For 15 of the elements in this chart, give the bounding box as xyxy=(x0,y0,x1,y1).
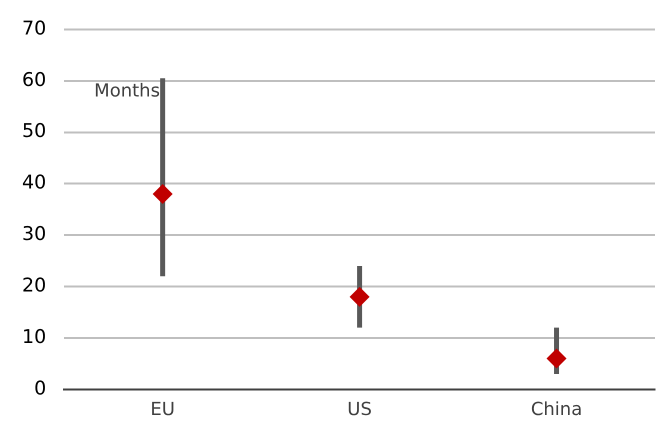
y-tick-label: 60 xyxy=(22,68,46,91)
point xyxy=(152,184,173,204)
y-tick-label: 70 xyxy=(22,17,46,40)
y-tick-label: 20 xyxy=(22,274,46,296)
point xyxy=(546,348,567,369)
y-tick-label: 40 xyxy=(22,172,46,194)
x-tick-label: China xyxy=(530,398,582,420)
y-tick-label: 50 xyxy=(22,120,46,142)
y-axis-title: Months xyxy=(94,80,160,102)
x-tick-label: EU xyxy=(150,398,175,420)
y-tick-label: 10 xyxy=(22,326,46,348)
y-tick-label: 0 xyxy=(34,377,46,400)
y-tick-label: 30 xyxy=(22,223,46,246)
point xyxy=(350,286,370,307)
x-tick-label: US xyxy=(347,398,372,420)
